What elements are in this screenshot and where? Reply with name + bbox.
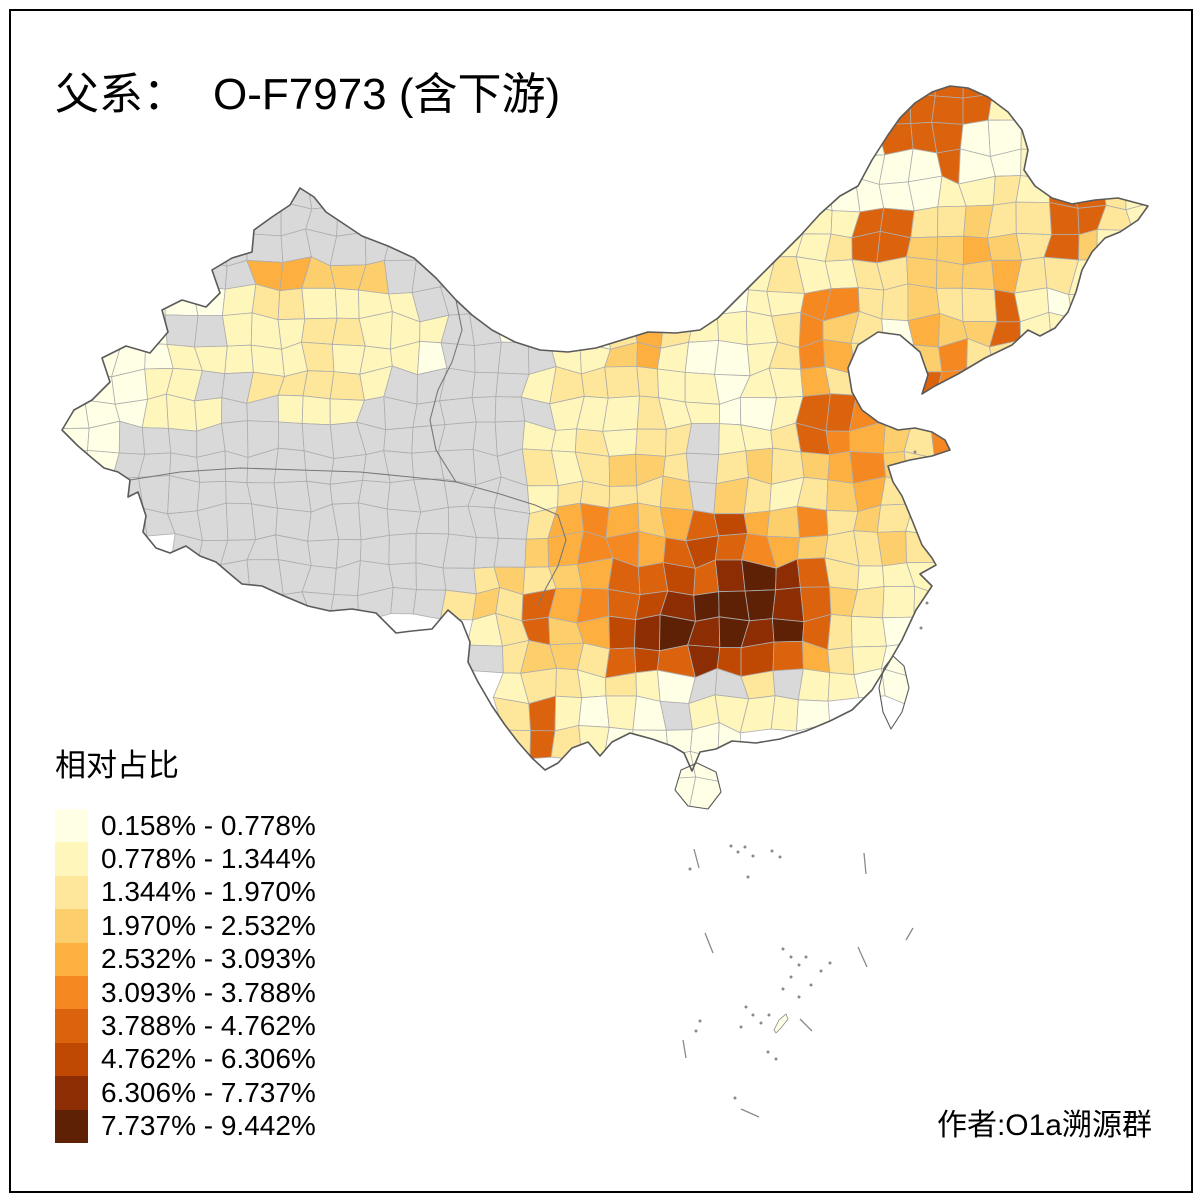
- province-border: [129, 467, 457, 483]
- legend-row: 0.158% - 0.778%: [55, 809, 316, 843]
- legend-label: 2.532% - 3.093%: [101, 943, 316, 975]
- south-china-sea-marks: [682, 450, 929, 1118]
- legend-row: 1.344% - 1.970%: [55, 875, 316, 910]
- page-title: 父系： O-F7973 (含下游): [55, 58, 560, 122]
- mainland-outline: [61, 85, 1149, 772]
- legend-label: 0.158% - 0.778%: [101, 809, 316, 841]
- legend-row: 2.532% - 3.093%: [55, 942, 316, 976]
- legend-label: 3.788% - 4.762%: [101, 1010, 316, 1042]
- legend-swatch: [55, 942, 88, 976]
- legend-row: 4.762% - 6.306%: [55, 1042, 316, 1077]
- legend-title: 相对占比: [55, 748, 179, 783]
- legend: 相对占比 0.158% - 0.778% 0.778% - 1.344% 1.344…: [55, 740, 316, 1143]
- prefecture-cells: [62, 86, 1148, 809]
- legend-row: 7.737% - 9.442%: [55, 1109, 316, 1143]
- legend-label: 4.762% - 6.306%: [101, 1043, 316, 1075]
- legend-swatch: [55, 1109, 88, 1143]
- legend-rows: 0.158% - 0.778% 0.778% - 1.344% 1.344% - 1…: [55, 809, 316, 1143]
- legend-row: 6.306% - 7.737%: [55, 1076, 316, 1110]
- legend-row: 3.788% - 4.762%: [55, 1009, 316, 1043]
- legend-swatch: [55, 1009, 88, 1043]
- legend-label: 1.344% - 1.970%: [101, 876, 316, 908]
- legend-swatch: [55, 875, 88, 910]
- taiwan-outline: [878, 655, 910, 730]
- legend-row: 3.093% - 3.788%: [55, 975, 316, 1010]
- legend-swatch: [55, 809, 88, 843]
- legend-label: 1.970% - 2.532%: [101, 909, 316, 941]
- province-border: [455, 481, 567, 606]
- legend-swatch: [55, 975, 88, 1010]
- title-main: O-F7973 (含下游): [213, 70, 561, 119]
- legend-swatch: [55, 909, 88, 943]
- legend-label: 6.306% - 7.737%: [101, 1076, 316, 1108]
- legend-label: 3.093% - 3.788%: [101, 976, 316, 1008]
- legend-swatch: [55, 1076, 88, 1110]
- province-border: [429, 299, 463, 483]
- hainan-outline: [674, 762, 722, 810]
- author-credit: 作者:O1a溯源群: [936, 1109, 1152, 1142]
- legend-swatch: [55, 842, 88, 876]
- title-prefix: 父系：: [55, 70, 187, 119]
- legend-label: 7.737% - 9.442%: [101, 1110, 316, 1142]
- legend-label: 0.778% - 1.344%: [101, 843, 316, 875]
- legend-row: 1.970% - 2.532%: [55, 909, 316, 943]
- legend-swatch: [55, 1042, 88, 1077]
- legend-row: 0.778% - 1.344%: [55, 842, 316, 876]
